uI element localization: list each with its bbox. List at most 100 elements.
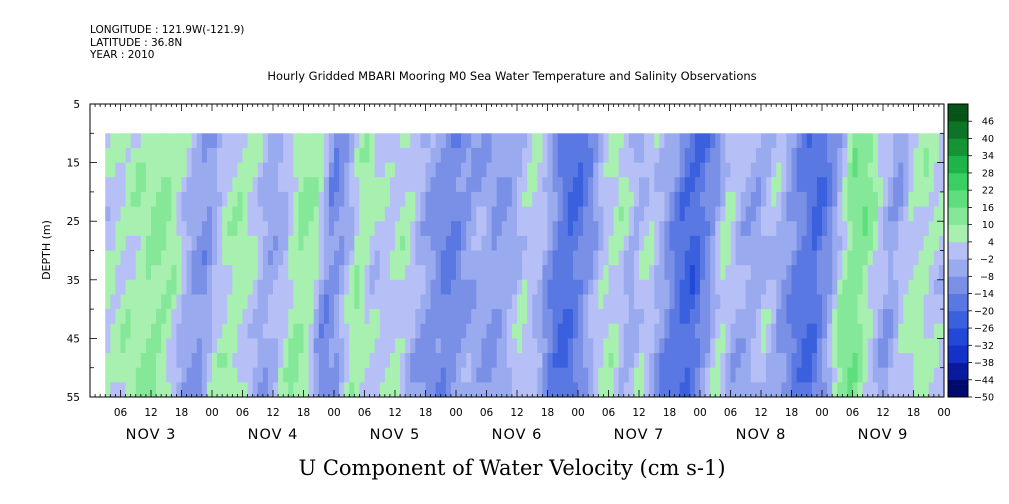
heatmap-cell <box>450 309 457 325</box>
heatmap-cell <box>293 338 299 354</box>
heatmap-cell <box>339 147 345 163</box>
heatmap-cell <box>364 191 370 207</box>
heatmap-cell <box>928 353 935 369</box>
heatmap-cell <box>547 133 553 149</box>
heatmap-cell <box>572 309 579 325</box>
heatmap-cell <box>694 147 701 163</box>
heatmap-cell <box>517 338 523 354</box>
heatmap-cell <box>359 309 365 325</box>
x-hour-tick-label: 18 <box>541 407 554 419</box>
heatmap-cell <box>105 191 111 207</box>
heatmap-cell <box>623 206 630 222</box>
heatmap-cell <box>598 206 604 222</box>
heatmap-cell <box>649 309 655 325</box>
heatmap-cell <box>415 250 421 266</box>
heatmap-cell <box>186 353 193 369</box>
heatmap-cell <box>349 191 355 207</box>
heatmap-cell <box>806 133 813 149</box>
heatmap-cell <box>349 309 355 325</box>
heatmap-cell <box>481 206 487 222</box>
heatmap-cell <box>110 323 116 339</box>
heatmap-cell <box>389 309 396 325</box>
heatmap-cell <box>486 294 492 310</box>
heatmap-cell <box>811 367 818 383</box>
heatmap-cell <box>598 250 604 266</box>
heatmap-cell <box>186 147 193 163</box>
heatmap-cell <box>527 353 533 369</box>
heatmap-cell <box>659 294 665 310</box>
heatmap-cell <box>359 147 365 163</box>
heatmap-cell <box>461 191 467 207</box>
heatmap-cell <box>217 382 223 398</box>
heatmap-cell <box>918 338 925 354</box>
heatmap-cell <box>110 382 116 398</box>
heatmap-cell <box>684 177 691 193</box>
heatmap-cell <box>364 367 370 383</box>
heatmap-cell <box>242 309 248 325</box>
heatmap-cell <box>877 191 884 207</box>
heatmap-cell <box>339 177 345 193</box>
heatmap-cell <box>130 353 137 369</box>
heatmap-cell <box>171 279 177 295</box>
heatmap-cell <box>125 382 132 398</box>
heatmap-cell <box>456 133 462 149</box>
heatmap-cell <box>542 279 548 295</box>
heatmap-cell <box>288 133 294 149</box>
heatmap-cell <box>445 367 452 383</box>
heatmap-cell <box>125 162 132 178</box>
heatmap-cell <box>735 294 742 310</box>
heatmap-cell <box>262 206 269 222</box>
heatmap-cell <box>303 338 309 354</box>
heatmap-cell <box>298 323 304 339</box>
heatmap-cell <box>771 177 777 193</box>
heatmap-cell <box>837 309 843 325</box>
heatmap-cell <box>161 265 167 281</box>
heatmap-cell <box>135 235 142 251</box>
heatmap-cell <box>684 235 691 251</box>
heatmap-cell <box>730 382 736 398</box>
heatmap-cell <box>730 162 736 178</box>
heatmap-cell <box>847 147 853 163</box>
heatmap-cell <box>237 235 243 251</box>
x-hour-tick-label: 00 <box>571 407 584 419</box>
heatmap-cell <box>669 279 675 295</box>
heatmap-cell <box>354 206 360 222</box>
heatmap-cell <box>130 323 137 339</box>
heatmap-cell <box>522 367 528 383</box>
heatmap-cell <box>450 235 457 251</box>
heatmap-cell <box>608 382 614 398</box>
heatmap-cell <box>705 265 711 281</box>
y-tick-label: 45 <box>67 333 80 345</box>
colorbar-swatch <box>948 284 968 290</box>
heatmap-cell <box>689 133 696 149</box>
heatmap-cell <box>593 323 599 339</box>
heatmap-cell <box>374 133 381 149</box>
heatmap-cell <box>822 177 828 193</box>
heatmap-cell <box>313 177 320 193</box>
heatmap-cell <box>456 323 462 339</box>
heatmap-cell <box>501 323 508 339</box>
heatmap-cell <box>847 191 853 207</box>
heatmap-cell <box>110 367 116 383</box>
heatmap-cell <box>405 206 411 222</box>
heatmap-cell <box>776 221 782 237</box>
heatmap-cell <box>700 382 706 398</box>
heatmap-cell <box>283 353 289 369</box>
heatmap-cell <box>730 147 736 163</box>
heatmap-cell <box>649 250 655 266</box>
heatmap-cell <box>552 221 559 237</box>
heatmap-cell <box>151 221 157 237</box>
heatmap-cell <box>105 177 111 193</box>
heatmap-cell <box>273 279 279 295</box>
heatmap-cell <box>262 294 269 310</box>
heatmap-cell <box>796 235 803 251</box>
heatmap-cell <box>410 221 416 237</box>
heatmap-cell <box>664 294 670 310</box>
colorbar-swatch <box>948 216 968 221</box>
heatmap-cell <box>232 309 238 325</box>
heatmap-cell <box>176 309 182 325</box>
heatmap-cell <box>283 265 289 281</box>
heatmap-cell <box>405 367 411 383</box>
heatmap-cell <box>745 294 752 310</box>
heatmap-cell <box>862 221 869 237</box>
